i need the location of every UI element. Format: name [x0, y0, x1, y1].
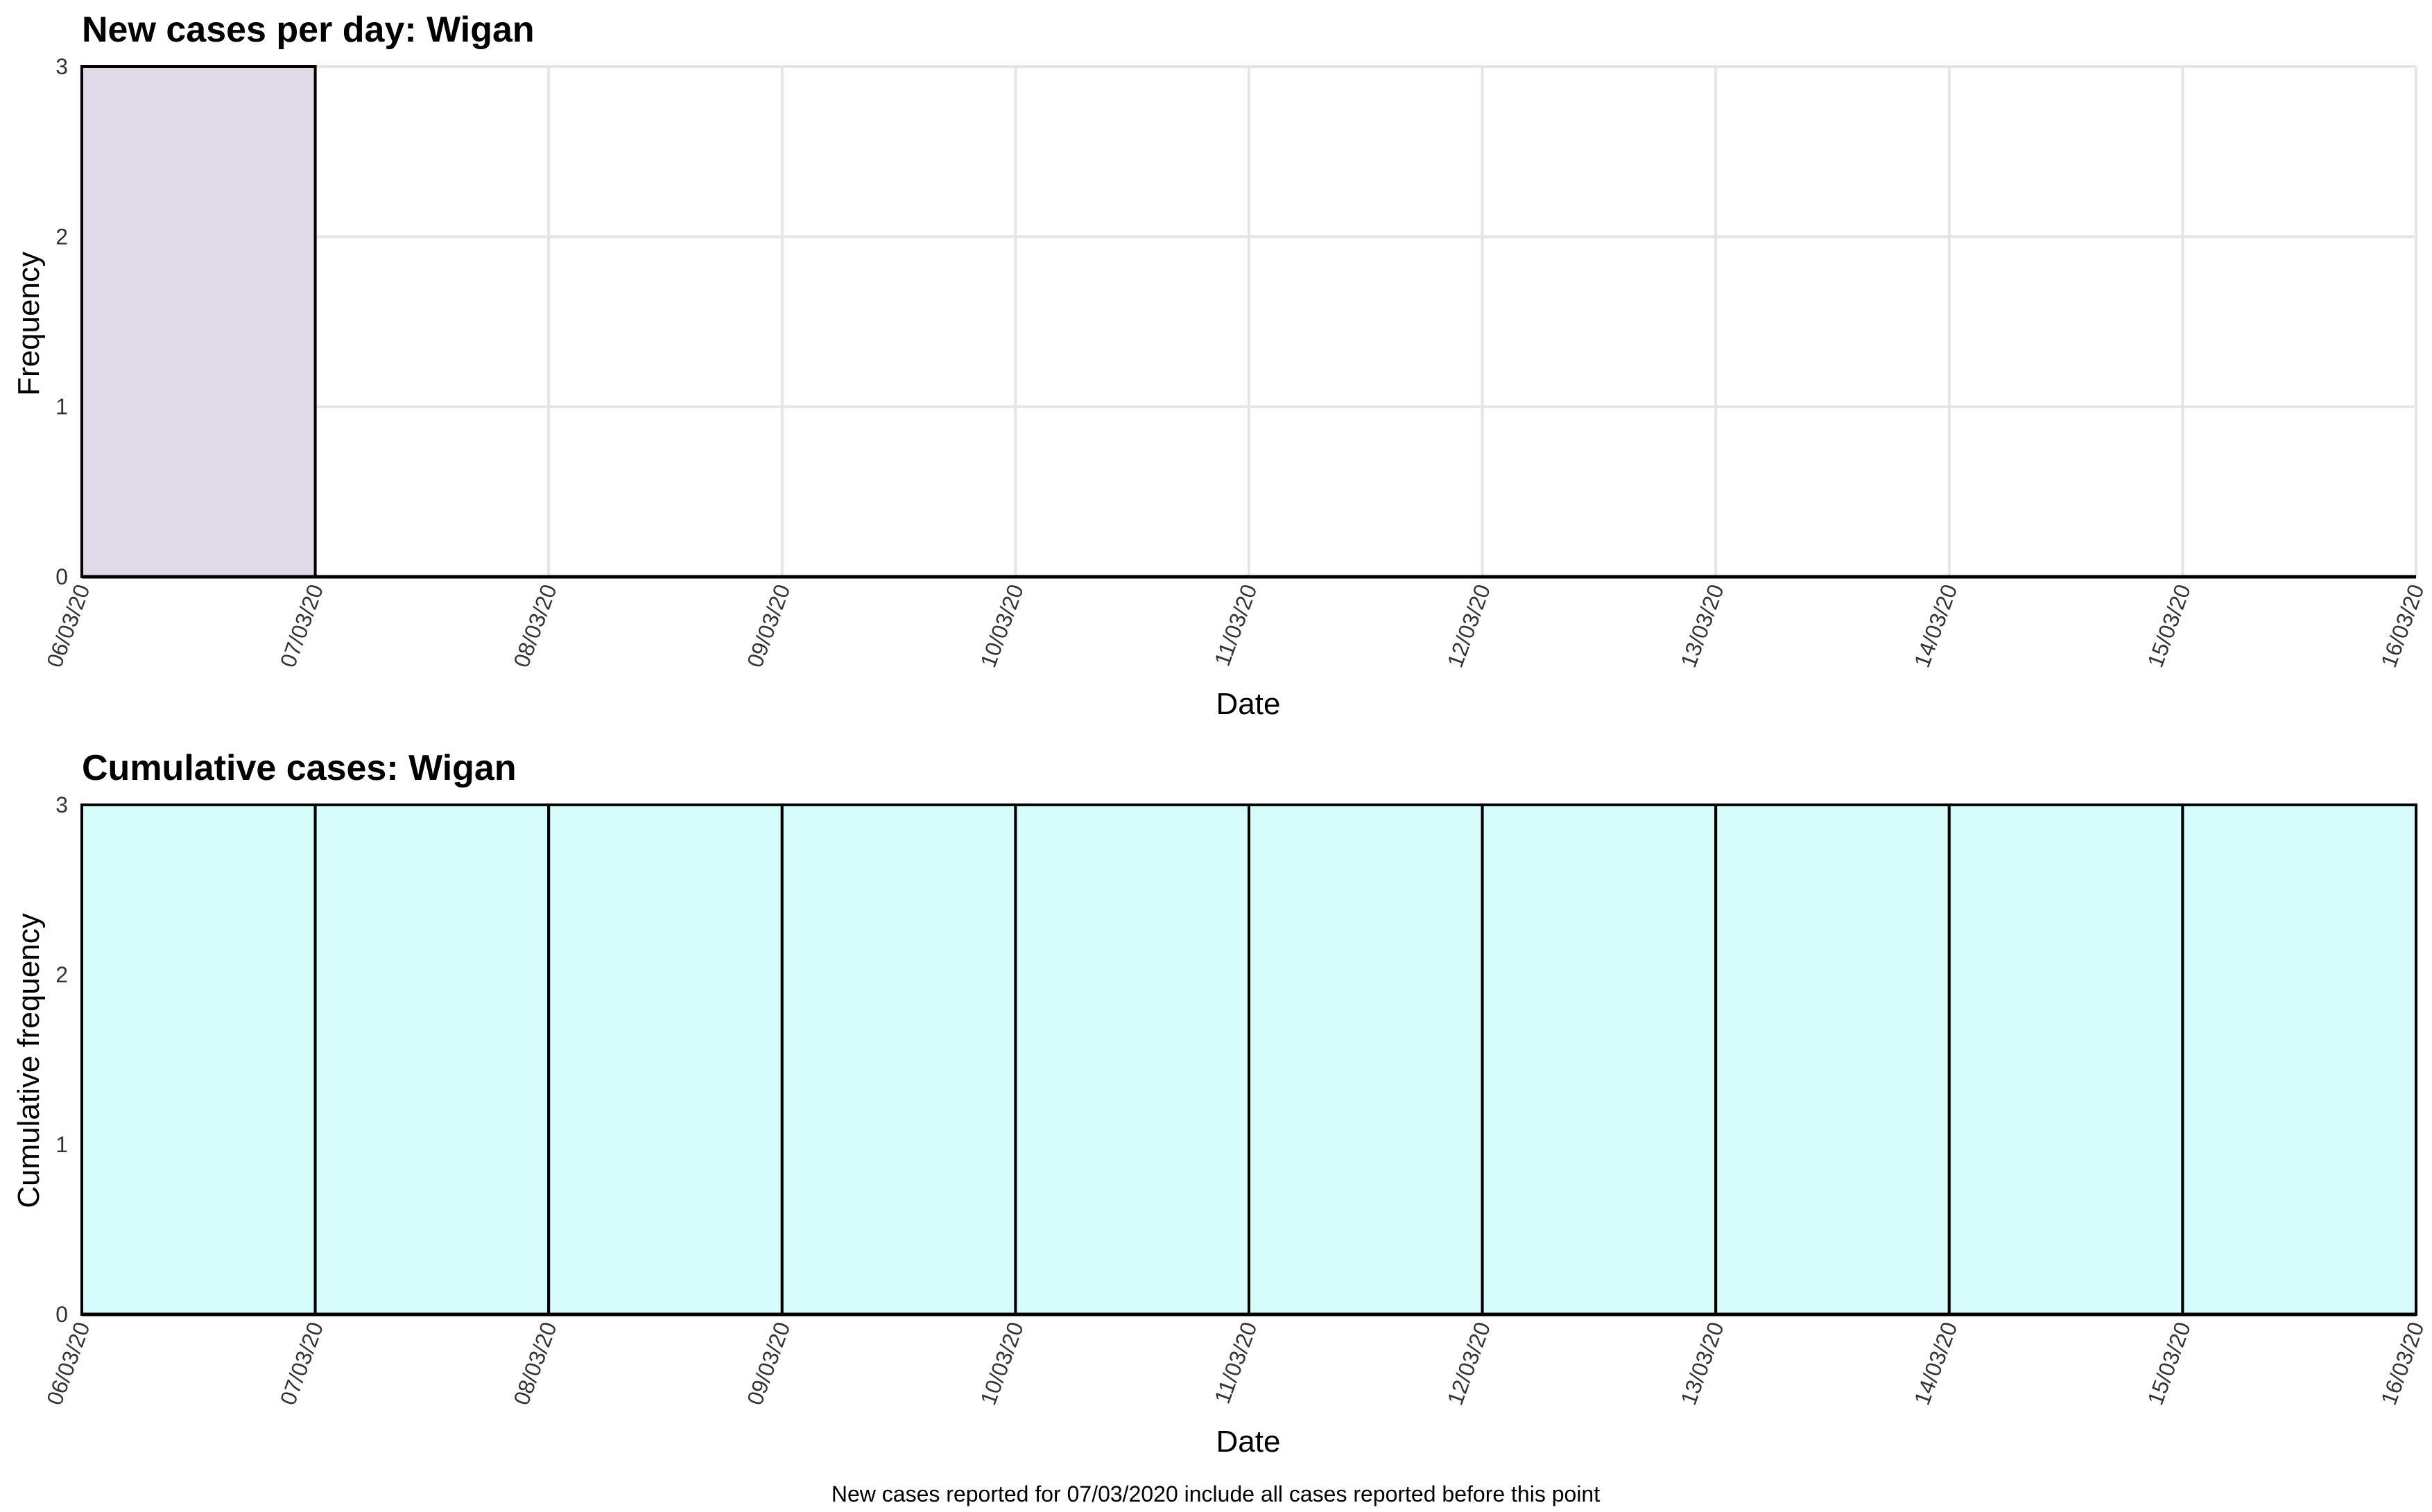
x-tick-label: 13/03/20 — [1675, 1319, 1728, 1408]
x-tick-label: 15/03/20 — [2143, 1319, 2196, 1408]
y-axis-title: Frequency — [12, 252, 46, 396]
x-tick-label: 08/03/20 — [508, 581, 561, 670]
y-ticks: 0 1 2 3 — [55, 792, 68, 1327]
y-tick-label: 1 — [55, 394, 68, 419]
x-tick-label: 10/03/20 — [976, 581, 1028, 670]
x-tick-label: 11/03/20 — [1209, 1319, 1262, 1407]
chart-title: Cumulative cases: Wigan — [82, 748, 517, 788]
y-tick-label: 0 — [55, 564, 68, 589]
x-tick-label: 08/03/20 — [508, 1319, 561, 1408]
y-tick-label: 1 — [55, 1132, 68, 1157]
y-tick-label: 0 — [55, 1302, 68, 1327]
bars — [80, 803, 2417, 1316]
bar — [80, 65, 317, 578]
x-tick-label: 07/03/20 — [275, 1319, 328, 1408]
x-tick-label: 14/03/20 — [1909, 581, 1962, 670]
y-tick-label: 3 — [55, 792, 68, 817]
bar — [80, 803, 317, 1316]
bar — [313, 803, 551, 1316]
bar — [547, 803, 784, 1316]
x-ticks: 06/03/20 07/03/20 08/03/20 09/03/20 10/03/20… — [42, 581, 2429, 670]
x-tick-label: 15/03/20 — [2143, 581, 2196, 670]
footnote-caption: New cases reported for 07/03/2020 includ… — [831, 1481, 1600, 1506]
x-tick-label: 16/03/20 — [2376, 1319, 2429, 1408]
bar — [1481, 803, 1718, 1316]
bar — [780, 803, 1017, 1316]
bar — [1248, 803, 1484, 1316]
x-tick-label: 09/03/20 — [742, 1319, 795, 1408]
bar — [2181, 803, 2417, 1316]
x-tick-label: 12/03/20 — [1442, 581, 1495, 670]
y-tick-label: 2 — [55, 962, 68, 987]
bar — [1714, 803, 1951, 1316]
x-tick-label: 11/03/20 — [1209, 581, 1262, 669]
x-tick-label: 12/03/20 — [1442, 1319, 1495, 1408]
bars — [80, 65, 317, 578]
x-tick-label: 16/03/20 — [2376, 581, 2429, 670]
x-tick-label: 06/03/20 — [42, 1319, 94, 1408]
x-tick-label: 09/03/20 — [742, 581, 795, 670]
x-tick-label: 14/03/20 — [1909, 1319, 1962, 1408]
x-tick-label: 06/03/20 — [42, 581, 94, 670]
y-ticks: 0 1 2 3 — [55, 54, 68, 589]
x-tick-label: 13/03/20 — [1675, 581, 1728, 670]
x-axis-title: Date — [1216, 687, 1281, 721]
x-tick-label: 07/03/20 — [275, 581, 328, 670]
new-cases-chart: New cases per day: Wigan Frequency Date … — [12, 10, 2429, 721]
y-axis-title: Cumulative frequency — [12, 913, 46, 1208]
chart-title: New cases per day: Wigan — [82, 10, 535, 50]
grid — [80, 65, 2417, 578]
bar — [1014, 803, 1251, 1316]
x-axis-title: Date — [1216, 1425, 1281, 1459]
x-tick-label: 10/03/20 — [976, 1319, 1028, 1408]
y-tick-label: 3 — [55, 54, 68, 79]
bar — [1947, 803, 2184, 1316]
cumulative-cases-chart: Cumulative cases: Wigan Cumulative frequ… — [12, 748, 2429, 1459]
y-tick-label: 2 — [55, 224, 68, 249]
x-ticks: 06/03/20 07/03/20 08/03/20 09/03/20 10/03/20… — [42, 1319, 2429, 1408]
